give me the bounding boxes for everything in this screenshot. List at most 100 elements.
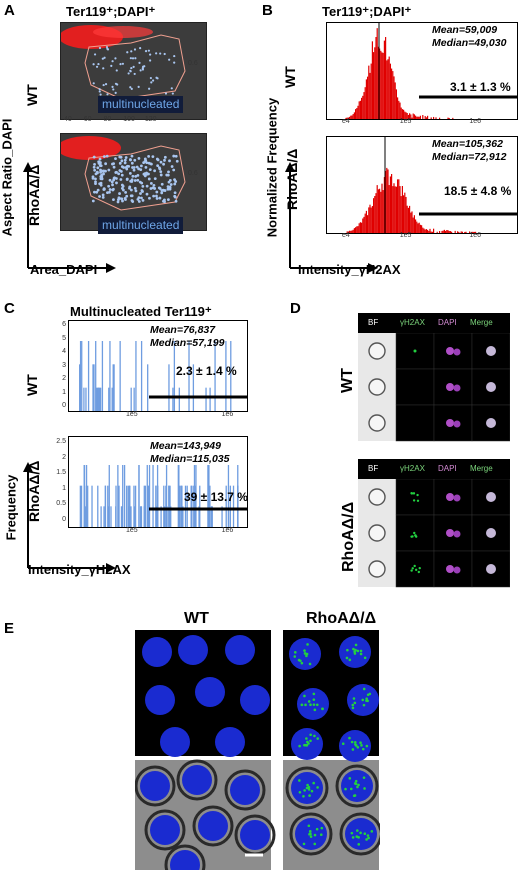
scatter-dot	[155, 190, 159, 194]
histogram-bar	[464, 231, 466, 233]
histogram-bar	[411, 211, 413, 233]
mean-text: Mean=76,837	[150, 324, 216, 336]
frequency-bar	[165, 506, 167, 527]
frequency-bar	[147, 485, 149, 527]
scatter-dot	[112, 88, 115, 91]
frequency-bar	[93, 364, 95, 411]
histogram-bar	[427, 229, 429, 233]
scatter-dot	[140, 189, 144, 192]
frequency-bar	[214, 341, 216, 411]
scatter-dot	[149, 76, 152, 80]
scatter-dot	[108, 178, 112, 182]
nucleus	[145, 685, 175, 715]
scatter-dot	[131, 200, 135, 203]
histogram-bar	[374, 47, 376, 119]
histogram-bar	[416, 221, 418, 233]
gh2ax-focus	[361, 747, 365, 751]
fluor-tile	[395, 479, 435, 516]
frequency-bar	[160, 506, 162, 527]
nucleus	[240, 685, 270, 715]
frequency-bar	[170, 506, 172, 527]
histogram-bar	[347, 231, 349, 233]
gh2ax-focus	[304, 703, 307, 707]
gh2ax-focus	[349, 787, 353, 791]
scatter-dot	[145, 192, 149, 196]
frequency-bar	[109, 341, 111, 411]
histogram-bar	[457, 231, 459, 233]
histogram-bar	[376, 28, 378, 119]
histogram-bar	[403, 109, 405, 119]
scatter-dot	[173, 61, 176, 64]
gh2ax-focus	[319, 833, 323, 836]
tick: 100	[123, 116, 135, 123]
gh2ax-focus	[353, 701, 357, 705]
scatter-dot	[163, 158, 166, 162]
scatter-dot	[99, 164, 103, 168]
histogram-bar	[465, 231, 467, 233]
scatter-dot	[95, 190, 99, 194]
histogram-bar	[400, 107, 402, 119]
frequency-bar	[126, 485, 128, 527]
frequency-bar	[169, 485, 171, 527]
cell-membrane	[135, 765, 176, 807]
histogram-bar	[356, 108, 358, 119]
histogram-bar	[427, 115, 429, 119]
scatter-dot	[99, 175, 103, 178]
gh2ax-focus	[315, 703, 319, 707]
gh2ax-focus	[351, 706, 355, 710]
panel-b-label: B	[262, 2, 273, 19]
scatter-dot	[164, 92, 168, 95]
histogram-bar	[380, 191, 382, 233]
histogram-bar	[395, 89, 397, 119]
nucleus	[225, 635, 255, 665]
gh2ax-focus	[354, 779, 358, 783]
tick: 1e5	[399, 118, 412, 125]
mean-text: Mean=143,949	[150, 440, 221, 452]
scatter-dot	[112, 187, 115, 191]
scatter-dot	[155, 76, 158, 79]
gh2ax-focus	[354, 743, 357, 746]
histogram-bar	[460, 231, 462, 233]
scatter-dot	[141, 198, 145, 202]
histogram-bar	[361, 97, 363, 119]
scatter-dot	[115, 170, 118, 174]
histogram-bar	[371, 206, 373, 233]
scatter-dot	[139, 47, 142, 50]
scatter-dot	[115, 69, 118, 72]
scatter-dot	[158, 196, 162, 200]
scatter-dot	[159, 160, 163, 164]
scatter-dot	[136, 173, 140, 177]
histogram-bar	[471, 231, 473, 233]
scatter-dot	[118, 192, 121, 195]
histogram-bar	[443, 229, 445, 233]
scatter-dot	[101, 57, 104, 60]
gh2ax-focus	[359, 649, 363, 653]
histogram-bar	[376, 185, 378, 233]
x-ticks-c-wt: 1e5 1e6	[126, 411, 246, 418]
panel-b-wt-pct: 3.1 ± 1.3 %	[450, 80, 511, 94]
gh2ax-focus	[303, 652, 307, 655]
gh2ax-focus	[417, 570, 421, 574]
scatter-dot	[136, 178, 140, 182]
scatter-dot	[149, 53, 152, 56]
scatter-dot	[163, 52, 166, 56]
scatter-dot	[104, 162, 108, 166]
frequency-bar	[115, 485, 117, 527]
frequency-bar	[208, 465, 210, 527]
tick: 0.5	[56, 500, 66, 507]
scatter-dot	[173, 195, 177, 199]
scatter-dot	[92, 155, 96, 159]
histogram-bar	[415, 115, 417, 119]
nucleus	[230, 775, 260, 805]
col-bf: BF	[368, 318, 379, 327]
gh2ax-focus	[306, 783, 309, 787]
gh2ax-focus	[308, 662, 312, 666]
histogram-bar	[374, 196, 376, 233]
gh2ax-focus	[356, 649, 360, 653]
scatter-dot	[133, 72, 136, 76]
fluor-tile	[395, 550, 435, 588]
histogram-bar	[387, 59, 389, 119]
scatter-dot	[119, 155, 123, 159]
frequency-bar	[108, 465, 110, 527]
panel-b-axis-arrows	[285, 162, 378, 273]
